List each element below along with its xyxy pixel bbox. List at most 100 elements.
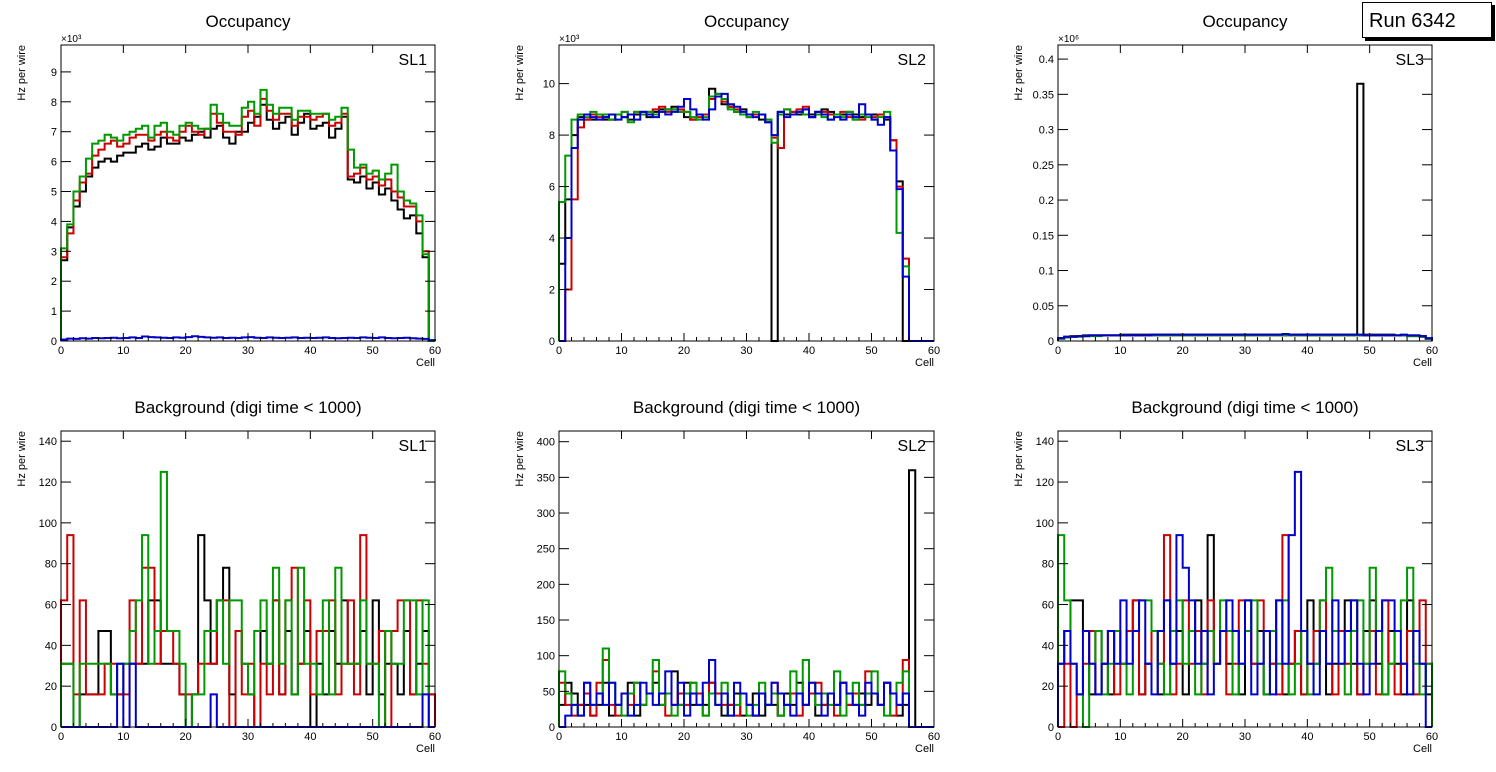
y-tick-label: 40 — [45, 640, 57, 652]
x-tick-label: 10 — [117, 345, 129, 357]
y-tick-label: 350 — [537, 472, 555, 484]
y-tick-label: 0 — [1048, 722, 1054, 734]
superlayer-label: SL3 — [1396, 438, 1425, 455]
y-tick-label: 300 — [537, 508, 555, 520]
x-tick-label: 30 — [1239, 345, 1251, 357]
y-tick-label: 80 — [45, 559, 57, 571]
y-tick-label: 0 — [549, 722, 555, 734]
x-axis-label: Cell — [1413, 743, 1432, 755]
y-tick-label: 20 — [1042, 681, 1054, 693]
superlayer-label: SL2 — [898, 52, 927, 69]
x-tick-label: 20 — [180, 731, 192, 743]
x-tick-label: 60 — [928, 731, 940, 743]
y-tick-label: 0.4 — [1039, 54, 1054, 66]
y-tick-label: 0.25 — [1033, 160, 1054, 172]
series-line-layer-2 — [559, 95, 934, 342]
x-tick-label: 0 — [556, 345, 562, 357]
superlayer-label: SL1 — [399, 438, 428, 455]
series-line-layer-1 — [60, 103, 435, 342]
chart-title: Background (digi time < 1000) — [134, 398, 361, 417]
x-tick-label: 40 — [1301, 731, 1313, 743]
y-axis-label: Hz per wire — [16, 45, 28, 101]
y-axis-label: Hz per wire — [514, 45, 526, 101]
x-tick-label: 60 — [928, 345, 940, 357]
x-tick-label: 0 — [556, 731, 562, 743]
y-tick-label: 0 — [549, 336, 555, 348]
x-tick-label: 50 — [1364, 731, 1376, 743]
y-tick-label: 6 — [51, 157, 57, 169]
y-tick-label: 400 — [537, 437, 555, 449]
y-tick-label: 200 — [537, 579, 555, 591]
chart-title: Occupancy — [704, 12, 790, 31]
x-tick-label: 20 — [180, 345, 192, 357]
x-tick-label: 0 — [58, 345, 64, 357]
chart-panel-5: Background (digi time < 1000) 0 10 20 30 40 50… — [514, 398, 940, 755]
series-line-layer-1 — [558, 87, 934, 342]
x-tick-label: 60 — [429, 345, 441, 357]
x-tick-label: 30 — [242, 731, 254, 743]
x-tick-label: 50 — [865, 731, 877, 743]
x-tick-label: 30 — [740, 345, 752, 357]
y-tick-label: 2 — [51, 276, 57, 288]
y-tick-label: 0 — [51, 336, 57, 348]
chart-panel-6: Background (digi time < 1000) 0 10 20 30 40 50… — [1013, 398, 1438, 755]
series-line-layer-2 — [60, 534, 436, 728]
x-tick-label: 40 — [1301, 345, 1313, 357]
y-tick-label: 250 — [537, 544, 555, 556]
y-tick-label: 0.35 — [1033, 89, 1054, 101]
y-tick-label: 150 — [537, 615, 555, 627]
y-tick-label: 0.2 — [1039, 195, 1054, 207]
series-line-layer-4 — [559, 92, 934, 342]
y-tick-label: 100 — [1036, 518, 1054, 530]
series-line-layer-2 — [60, 97, 435, 342]
x-axis-label: Cell — [915, 743, 934, 755]
chart-panel-3: Occupancy 0 10 20 30 40 50 60 0 0.05 0.1 0.15 0.2 0.2… — [1013, 12, 1438, 369]
x-tick-label: 30 — [1239, 731, 1251, 743]
x-tick-label: 40 — [803, 345, 815, 357]
y-axis-label: Hz per wire — [514, 431, 526, 487]
x-tick-label: 40 — [304, 731, 316, 743]
x-tick-label: 10 — [615, 731, 627, 743]
y-tick-label: 50 — [543, 686, 555, 698]
y-tick-label: 80 — [1042, 559, 1054, 571]
x-tick-label: 10 — [1114, 345, 1126, 357]
y-tick-label: 0 — [1048, 336, 1054, 348]
y-tick-label: 10 — [543, 79, 555, 91]
series-line-layer-4 — [1057, 470, 1432, 728]
series-line-layer-4 — [1057, 332, 1433, 341]
x-tick-label: 50 — [1364, 345, 1376, 357]
x-tick-label: 40 — [304, 345, 316, 357]
axis-exponent: ×10⁶ — [1058, 34, 1079, 45]
series-line-layer-3 — [60, 470, 435, 728]
series-line-layer-1 — [1057, 82, 1433, 341]
y-tick-label: 120 — [39, 477, 57, 489]
y-tick-label: 4 — [51, 216, 57, 228]
chart-panel-1: Occupancy 0 10 20 30 40 50 60 0 1 2 3 4 5 6 7 8 9 Cell Hz p… — [16, 12, 441, 369]
chart-title: Background (digi time < 1000) — [1131, 398, 1358, 417]
x-tick-label: 40 — [803, 731, 815, 743]
superlayer-label: SL2 — [898, 438, 927, 455]
y-tick-label: 0.05 — [1033, 301, 1054, 313]
x-axis-label: Cell — [416, 743, 435, 755]
chart-panel-2: Occupancy 0 10 20 30 40 50 60 0 2 4 6 8 10 Cell Hz per … — [514, 12, 940, 369]
chart-title: Background (digi time < 1000) — [633, 398, 860, 417]
y-tick-label: 60 — [45, 600, 57, 612]
axis-exponent: ×10³ — [61, 34, 82, 45]
chart-title: Occupancy — [1202, 12, 1288, 31]
x-tick-label: 30 — [242, 345, 254, 357]
x-axis-label: Cell — [416, 357, 435, 369]
y-tick-label: 1 — [51, 306, 57, 318]
y-tick-label: 0.1 — [1039, 266, 1054, 278]
y-tick-label: 40 — [1042, 640, 1054, 652]
x-axis-label: Cell — [915, 357, 934, 369]
y-axis-label: Hz per wire — [16, 431, 28, 487]
axis-exponent: ×10³ — [559, 34, 580, 45]
y-tick-label: 3 — [51, 246, 57, 258]
x-tick-label: 20 — [1177, 345, 1189, 357]
y-tick-label: 100 — [39, 518, 57, 530]
plot-frame — [558, 44, 935, 342]
chart-title: Occupancy — [205, 12, 291, 31]
y-tick-label: 8 — [549, 130, 555, 142]
y-tick-label: 0.3 — [1039, 125, 1054, 137]
